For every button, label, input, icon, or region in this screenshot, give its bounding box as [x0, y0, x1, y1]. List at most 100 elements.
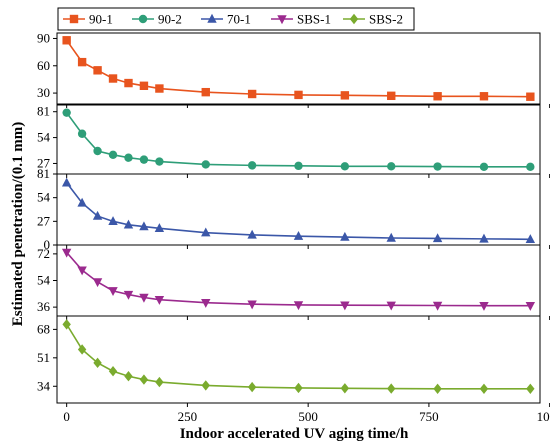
data-point-70-1	[154, 223, 165, 233]
x-tick-label: 750	[419, 409, 439, 424]
data-point-90-2	[294, 161, 303, 171]
data-point-70-1	[340, 231, 350, 241]
data-point-90-2	[201, 160, 210, 169]
x-axis-label: Indoor accelerated UV aging time/h	[180, 426, 409, 442]
y-tick-label: 30	[37, 85, 50, 100]
y-tick-label: 54	[37, 190, 51, 205]
data-point-SBS-1	[139, 293, 149, 303]
data-point-SBS-1	[340, 301, 350, 311]
legend-label: 70-1	[227, 12, 251, 27]
panel-90-2: 27 54 81	[37, 104, 550, 178]
data-point-90-2	[139, 155, 149, 164]
x-tick-label: 0	[63, 409, 70, 424]
series-line-SBS-1	[66, 251, 531, 307]
panel-SBS-1: 36 54 72	[37, 244, 550, 320]
data-point-90-1	[526, 92, 535, 101]
data-point-SBS-1	[432, 301, 443, 311]
y-tick-label: 72	[37, 246, 50, 261]
x-tick-label: 500	[298, 409, 318, 424]
legend-marker-SBS-2	[349, 13, 359, 25]
data-point-90-1	[124, 78, 133, 88]
data-point-70-1	[525, 234, 536, 244]
legend-item-90-2: 90-2	[132, 12, 182, 27]
panel-SBS-2: 34 51 68	[37, 315, 550, 407]
legend-label: 90-1	[89, 12, 113, 27]
y-tick-label: 51	[37, 350, 50, 365]
data-point-90-2	[62, 108, 71, 117]
y-tick-label: 34	[37, 378, 51, 393]
series-line-SBS-2	[65, 323, 531, 390]
legend-marker-SBS-1	[277, 15, 287, 25]
data-point-70-1	[386, 232, 396, 242]
legend-label: SBS-1	[297, 12, 331, 27]
data-point-SBS-2	[62, 319, 71, 330]
data-point-70-1	[432, 233, 443, 243]
data-point-90-1	[77, 57, 87, 67]
data-point-SBS-2	[387, 383, 396, 394]
legend-marker-90-2	[138, 14, 148, 24]
data-point-SBS-2	[294, 382, 303, 394]
legend-item-70-1: 70-1	[201, 12, 251, 27]
data-point-90-2	[479, 162, 489, 172]
data-point-SBS-1	[92, 278, 103, 288]
data-point-90-1	[139, 81, 149, 90]
data-point-SBS-1	[247, 300, 257, 310]
series-line-70-1	[66, 182, 531, 241]
series-line-90-1	[66, 39, 531, 98]
data-point-SBS-2	[247, 381, 257, 393]
data-point-70-1	[61, 177, 72, 187]
series-line-90-2	[66, 112, 531, 168]
y-axis-label: Estimated penetration/(0.1 mm)	[10, 122, 26, 327]
data-point-70-1	[77, 197, 87, 207]
legend-item-SBS-2: SBS-2	[343, 12, 403, 27]
data-point-SBS-2	[139, 374, 149, 385]
data-point-SBS-2	[108, 366, 118, 377]
data-point-70-1	[139, 221, 149, 231]
data-point-SBS-2	[155, 376, 164, 388]
y-tick-label: 27	[37, 213, 51, 228]
data-point-SBS-1	[525, 301, 536, 311]
data-point-90-1	[155, 84, 164, 93]
data-point-90-1	[387, 91, 396, 101]
data-point-90-1	[108, 74, 118, 83]
data-point-90-2	[387, 162, 396, 171]
data-point-90-2	[247, 161, 257, 170]
y-tick-label: 27	[37, 155, 51, 170]
data-point-90-1	[340, 91, 350, 100]
data-point-SBS-1	[61, 248, 72, 258]
panel-frame	[56, 32, 541, 105]
data-point-90-2	[526, 162, 535, 172]
data-point-90-2	[93, 146, 102, 156]
data-point-SBS-2	[201, 380, 210, 391]
data-point-SBS-1	[293, 301, 304, 311]
data-point-70-1	[293, 231, 304, 240]
data-point-SBS-1	[123, 290, 134, 300]
legend-marker-90-1	[69, 14, 79, 24]
data-point-SBS-2	[340, 383, 350, 394]
data-point-SBS-1	[154, 296, 165, 305]
legend-box	[57, 7, 415, 31]
legend-label: 90-2	[158, 12, 182, 27]
data-point-70-1	[201, 227, 211, 237]
data-point-70-1	[92, 210, 103, 220]
y-tick-label: 0	[44, 237, 51, 252]
data-point-70-1	[108, 216, 118, 226]
data-point-SBS-1	[77, 266, 87, 276]
legend-label: SBS-2	[369, 12, 403, 27]
panel-frame	[56, 315, 541, 404]
data-point-90-1	[201, 87, 210, 97]
data-point-90-2	[340, 162, 350, 171]
data-point-SBS-2	[526, 383, 535, 394]
legend-marker-70-1	[207, 13, 217, 23]
data-point-90-1	[62, 36, 71, 45]
data-point-90-1	[93, 66, 102, 75]
data-point-SBS-1	[108, 287, 118, 297]
panel-70-1: 0 27 54 81	[37, 166, 550, 252]
data-point-SBS-2	[479, 383, 489, 394]
y-tick-label: 81	[37, 166, 50, 181]
panel-90-1: 30 60 90	[37, 30, 550, 108]
data-point-70-1	[247, 229, 257, 239]
data-point-90-2	[124, 153, 133, 162]
legend: 90-1 90-2 70-1 SBS-1 SBS-2	[57, 7, 415, 31]
data-point-70-1	[479, 233, 489, 243]
